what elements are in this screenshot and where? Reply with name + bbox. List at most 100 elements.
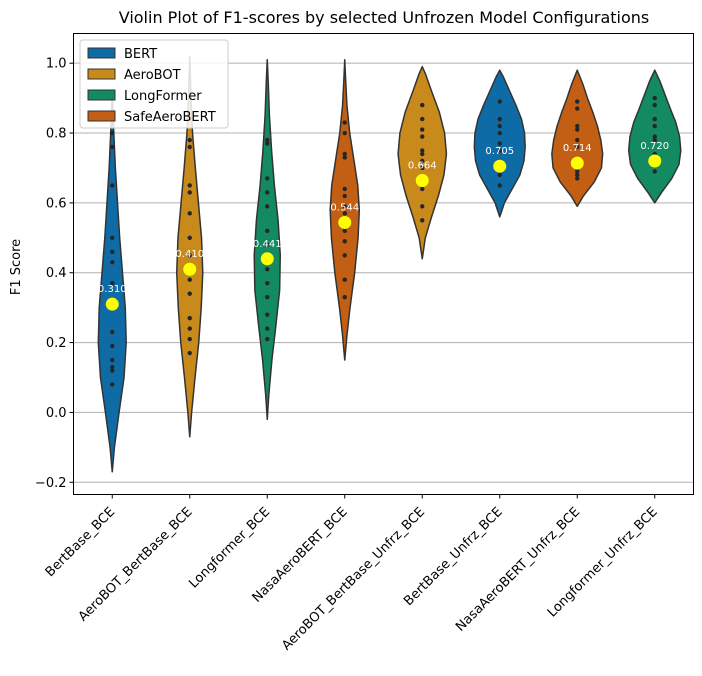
data-point bbox=[110, 281, 115, 286]
data-point bbox=[420, 148, 425, 153]
data-point bbox=[342, 151, 347, 157]
data-point bbox=[342, 120, 347, 125]
data-point bbox=[187, 144, 192, 150]
data-point bbox=[342, 277, 347, 282]
data-point bbox=[187, 137, 192, 143]
data-point bbox=[265, 281, 270, 286]
data-point bbox=[652, 169, 657, 174]
data-point bbox=[265, 242, 270, 247]
legend-swatch bbox=[87, 47, 116, 59]
data-point bbox=[265, 176, 270, 181]
data-point bbox=[342, 294, 347, 300]
mean-label: 0.410 bbox=[175, 249, 204, 260]
data-point bbox=[187, 315, 192, 321]
y-axis: −0.2 0.0 0.2 0.4 0.6 0.8 1.0 bbox=[35, 57, 74, 491]
legend-label: BERT bbox=[124, 47, 157, 62]
y-tick-label: 0.4 bbox=[46, 266, 67, 281]
data-point bbox=[110, 329, 115, 335]
data-point bbox=[110, 382, 115, 387]
data-point bbox=[110, 249, 115, 254]
legend-label: AeroBOT bbox=[124, 68, 181, 83]
data-point bbox=[265, 336, 270, 342]
legend-swatch bbox=[87, 110, 116, 122]
data-point bbox=[110, 183, 115, 188]
data-point bbox=[265, 326, 270, 331]
data-point bbox=[652, 102, 657, 108]
data-point bbox=[265, 137, 270, 143]
data-point bbox=[652, 123, 657, 129]
data-point bbox=[497, 99, 502, 104]
data-point bbox=[497, 130, 502, 136]
data-point bbox=[652, 137, 657, 143]
legend-label: LongFormer bbox=[124, 89, 202, 104]
y-tick-label: 0.8 bbox=[46, 127, 67, 142]
legend-label: SafeAeroBERT bbox=[124, 110, 216, 125]
plot-frame bbox=[73, 33, 694, 495]
data-point bbox=[497, 141, 502, 146]
data-point bbox=[342, 253, 347, 258]
mean-marker bbox=[183, 262, 197, 276]
mean-label: 0.310 bbox=[98, 284, 127, 295]
data-point bbox=[575, 127, 580, 132]
data-point bbox=[497, 172, 502, 178]
data-point bbox=[265, 267, 270, 272]
y-tick-label: 1.0 bbox=[46, 57, 67, 72]
data-point bbox=[265, 204, 270, 209]
data-point bbox=[265, 190, 270, 195]
data-point bbox=[110, 343, 115, 349]
violin-body bbox=[253, 58, 282, 421]
mean-marker bbox=[338, 215, 352, 229]
data-point bbox=[342, 228, 347, 234]
data-point bbox=[575, 123, 580, 129]
data-point bbox=[575, 176, 580, 181]
mean-marker bbox=[415, 174, 429, 188]
data-point bbox=[420, 158, 425, 164]
data-point bbox=[420, 102, 425, 108]
data-point bbox=[110, 260, 115, 265]
data-point bbox=[497, 116, 502, 122]
mean-marker bbox=[260, 252, 274, 266]
data-point bbox=[497, 148, 502, 153]
data-point bbox=[575, 106, 580, 111]
data-point bbox=[342, 239, 347, 244]
data-point bbox=[420, 127, 425, 132]
data-point bbox=[342, 186, 347, 192]
data-point bbox=[575, 172, 580, 178]
mean-marker bbox=[570, 156, 584, 170]
data-point bbox=[110, 368, 115, 373]
legend-box bbox=[79, 39, 229, 129]
x-tick-label: AeroBOT_BertBase_Unfrz_BCE bbox=[279, 505, 428, 654]
mean-label: 0.705 bbox=[485, 146, 514, 157]
data-point bbox=[265, 141, 270, 146]
data-point bbox=[187, 350, 192, 356]
data-point bbox=[420, 151, 425, 157]
data-point bbox=[187, 291, 192, 296]
violin-body bbox=[329, 58, 361, 361]
data-point bbox=[110, 130, 115, 136]
x-tick-label: NasaAeroBERT_Unfrz_BCE bbox=[453, 505, 583, 635]
data-point bbox=[187, 190, 192, 195]
y-tick-label: 0.0 bbox=[46, 406, 67, 421]
data-point bbox=[420, 204, 425, 209]
mean-marker bbox=[493, 159, 507, 173]
data-point bbox=[342, 155, 347, 160]
data-point bbox=[342, 130, 347, 136]
mean-label: 0.714 bbox=[563, 143, 592, 154]
legend-swatch bbox=[87, 68, 116, 80]
mean-marker bbox=[648, 154, 662, 168]
data-point bbox=[110, 144, 115, 150]
data-point bbox=[187, 235, 192, 241]
data-point bbox=[187, 277, 192, 282]
legend: BERT AeroBOT LongFormer SafeAeroBERT bbox=[79, 39, 229, 129]
data-point bbox=[575, 99, 580, 104]
y-tick-label: −0.2 bbox=[35, 476, 67, 491]
data-point bbox=[342, 211, 347, 216]
legend-swatch bbox=[87, 89, 116, 101]
data-point bbox=[420, 134, 425, 139]
data-point bbox=[497, 123, 502, 129]
data-point bbox=[497, 183, 502, 188]
data-point bbox=[110, 364, 115, 370]
data-point bbox=[187, 183, 192, 188]
mean-label: 0.720 bbox=[640, 141, 669, 152]
chart-title: Violin Plot of F1-scores by selected Unf… bbox=[119, 8, 650, 27]
